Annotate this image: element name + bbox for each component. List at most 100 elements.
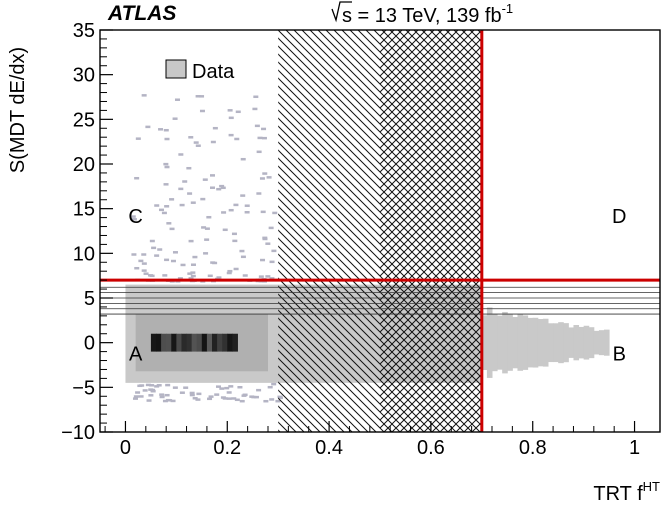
scatter-bin — [220, 186, 226, 190]
scatter-bin — [268, 226, 274, 230]
scatter-bin — [261, 127, 267, 131]
scatter-bin — [258, 275, 264, 278]
scatter-bin — [157, 248, 163, 251]
dense-bin — [186, 333, 193, 352]
scatter-bin — [145, 125, 151, 129]
scatter-bin — [131, 253, 137, 256]
scatter-bin — [180, 263, 186, 267]
dense-bin — [206, 333, 213, 352]
y-tick-label: 30 — [73, 65, 95, 87]
x-axis-title-sup: HT — [643, 479, 660, 494]
x-tick-label: 1 — [629, 437, 640, 459]
region-label-d: D — [612, 206, 626, 228]
scatter-bin — [164, 165, 170, 169]
scatter-bin — [183, 386, 189, 389]
scatter-bin — [212, 126, 218, 130]
scatter-bin — [163, 183, 169, 186]
dense-bin — [191, 333, 198, 352]
scatter-bin — [224, 386, 230, 390]
scatter-bin — [159, 393, 165, 396]
scatter-bin — [179, 203, 185, 207]
dense-bin — [166, 333, 172, 352]
scatter-bin — [209, 186, 215, 189]
scatter-bin — [170, 259, 176, 263]
scatter-bin — [133, 395, 139, 398]
scatter-bin — [138, 395, 144, 398]
scatter-bin — [195, 398, 201, 401]
scatter-bin — [269, 398, 275, 401]
tail-bin — [548, 323, 554, 363]
scatter-bin — [158, 208, 164, 212]
dense-bin — [201, 333, 208, 352]
scatter-bin — [256, 388, 262, 392]
experiment-label: ATLAS — [107, 2, 176, 25]
scatter-bin — [190, 263, 196, 266]
scatter-bin — [265, 242, 271, 245]
scatter-bin — [262, 237, 268, 241]
scatter-bin — [207, 274, 213, 278]
legend-swatch — [165, 59, 187, 79]
scatter-bin — [219, 387, 225, 390]
scatter-bin — [253, 395, 259, 399]
scatter-bin — [186, 166, 192, 170]
scatter-bin — [232, 239, 238, 243]
scatter-bin — [235, 110, 241, 114]
tail-bin — [532, 317, 539, 368]
scatter-bin — [216, 187, 222, 191]
scatter-bin — [187, 272, 193, 275]
dense-bin — [156, 333, 162, 352]
scatter-bin — [263, 399, 269, 403]
tail-bin — [507, 314, 513, 371]
scatter-bin — [130, 215, 136, 218]
scatter-bin — [195, 95, 201, 98]
scatter-bin — [266, 176, 272, 179]
region-label-b: B — [613, 343, 626, 365]
tail-bin — [573, 325, 580, 361]
scatter-bin — [131, 218, 137, 221]
scatter-bin — [164, 393, 170, 397]
scatter-bin — [240, 157, 246, 161]
scatter-bin — [240, 255, 246, 259]
x-tick-label: 0.8 — [519, 437, 547, 459]
scatter-bin — [141, 262, 147, 265]
scatter-bin — [271, 249, 277, 253]
scatter-bin — [145, 383, 151, 387]
scatter-bin — [135, 137, 141, 140]
scatter-bin — [208, 395, 214, 398]
scatter-bin — [212, 261, 218, 265]
tail-bin — [512, 317, 518, 369]
scatter-bin — [164, 205, 170, 208]
scatter-bin — [196, 392, 202, 396]
tail-bin — [553, 323, 559, 363]
scatter-bin — [137, 384, 143, 388]
scatter-bin — [269, 277, 275, 280]
scatter-bin — [151, 246, 157, 250]
scatter-bin — [239, 399, 245, 403]
tail-bin — [563, 323, 569, 363]
energy-sqrt-s: s — [342, 5, 352, 27]
scatter-bin — [256, 150, 262, 154]
tail-bin — [588, 327, 595, 359]
scatter-bin — [141, 94, 147, 97]
scatter-bin — [262, 172, 268, 175]
scatter-bin — [233, 267, 239, 271]
dense-bin — [227, 333, 233, 352]
scatter-bin — [156, 384, 162, 387]
scatter-bin — [222, 228, 228, 232]
scatter-bin — [189, 393, 195, 397]
tail-bin — [604, 329, 610, 356]
dense-bin — [217, 333, 223, 352]
scatter-bin — [190, 274, 196, 278]
scatter-bin — [203, 252, 209, 255]
plot-area — [100, 30, 660, 432]
scatter-bin — [164, 137, 170, 141]
scatter-bin — [142, 389, 148, 392]
dense-bin — [150, 333, 157, 352]
scatter-bin — [199, 109, 205, 113]
scatter-bin — [166, 222, 172, 225]
scatter-bin — [251, 395, 257, 399]
scatter-bin — [271, 382, 277, 386]
x-tick-label: 0.4 — [315, 437, 343, 459]
tail-bin — [527, 317, 534, 368]
